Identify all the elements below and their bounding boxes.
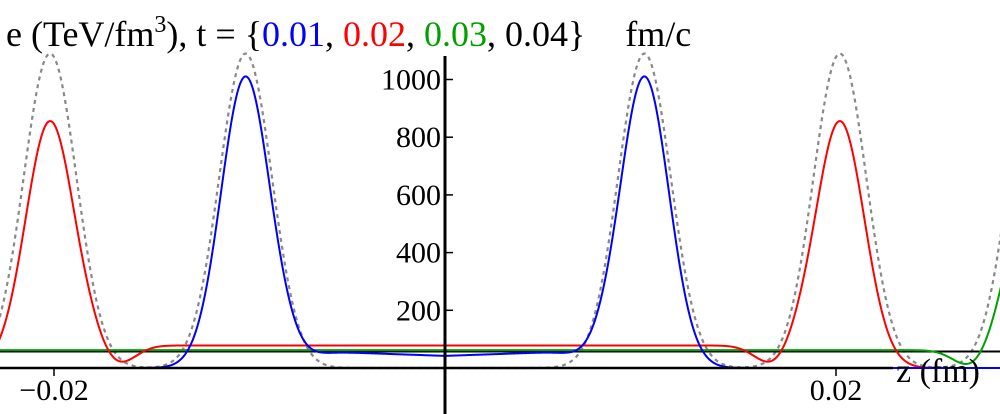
title-time-3: 0.03: [424, 14, 487, 54]
title-sep-3: ,: [487, 14, 505, 54]
y-tick-label: 400: [396, 237, 441, 270]
x-tick-label: −0.02: [19, 374, 88, 407]
series-line-t003: [0, 286, 1000, 365]
chart-title: e (TeV/fm3), t = {0.01, 0.02, 0.03, 0.04…: [6, 12, 691, 54]
y-tick-label: 200: [396, 294, 441, 327]
title-time-2: 0.02: [343, 14, 406, 54]
series-line-t001: [0, 75, 1000, 369]
series-line-t002: [0, 120, 1000, 369]
title-close: }: [568, 14, 585, 54]
title-units: fm/c: [625, 14, 691, 54]
x-ticks: −0.04−0.020.020.04: [19, 368, 863, 407]
x-axis-label: z (fm): [896, 353, 980, 390]
title-time-4: 0.04: [505, 14, 568, 54]
title-sep-2: ,: [406, 14, 424, 54]
y-ticks: 200 400 600 800 1000: [381, 64, 453, 327]
title-prefix: e (TeV/fm: [6, 14, 154, 54]
axes: [0, 56, 893, 414]
series-line-reference: [0, 52, 1000, 370]
y-tick-label: 800: [396, 121, 441, 154]
y-tick-label: 600: [396, 179, 441, 212]
plot-curves: [0, 52, 1000, 370]
x-tick-label: 0.02: [810, 374, 863, 407]
title-sep-1: ,: [325, 14, 343, 54]
title-time-1: 0.01: [262, 14, 325, 54]
series-line-t004: [0, 350, 1000, 353]
title-middle: ), t = {: [166, 14, 262, 54]
title-superscript: 3: [154, 12, 166, 38]
y-tick-label: 1000: [381, 64, 441, 97]
